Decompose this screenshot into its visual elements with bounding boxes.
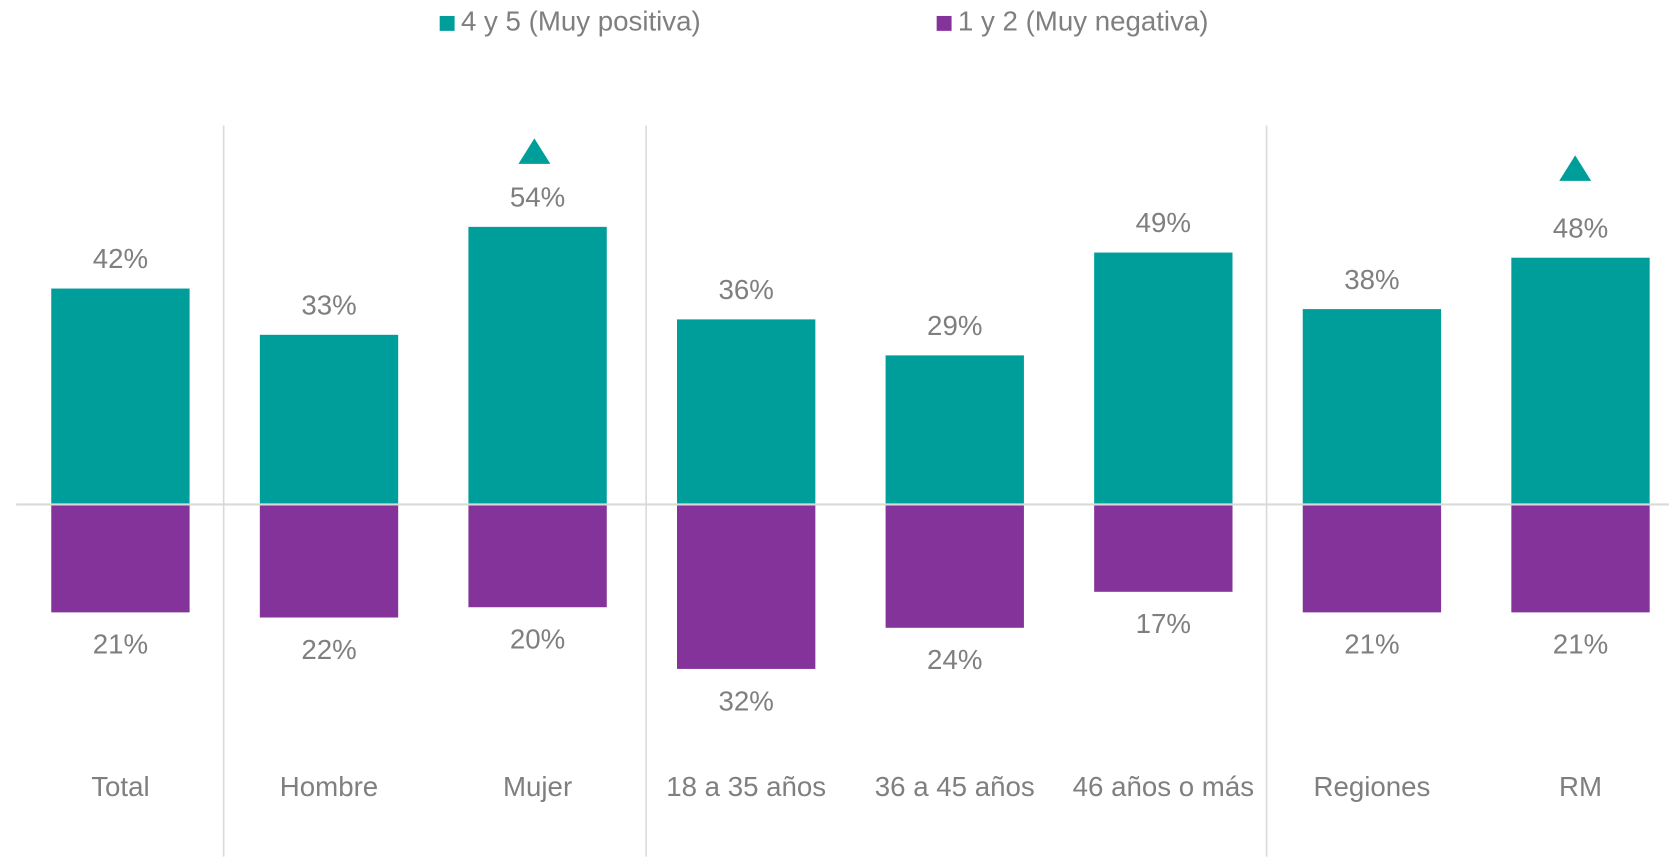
bar bbox=[51, 504, 190, 613]
legend-swatch bbox=[936, 15, 952, 31]
significance-marker bbox=[518, 138, 551, 164]
bar bbox=[1302, 504, 1442, 613]
bar bbox=[259, 504, 399, 618]
bar bbox=[885, 355, 1024, 505]
data-label: 38% bbox=[1344, 264, 1399, 295]
data-label: 54% bbox=[510, 182, 565, 213]
bar bbox=[51, 288, 190, 505]
data-label: 48% bbox=[1553, 212, 1608, 243]
x-tick-label: 36 a 45 años bbox=[875, 771, 1035, 802]
significance-marker bbox=[1559, 155, 1592, 181]
legend-swatch bbox=[439, 15, 455, 31]
bar bbox=[468, 504, 607, 608]
bar bbox=[1302, 309, 1442, 505]
bar bbox=[676, 319, 816, 505]
data-label: 22% bbox=[301, 634, 356, 665]
data-label: 33% bbox=[301, 289, 356, 320]
data-label: 21% bbox=[1344, 629, 1399, 660]
x-tick-label: Regiones bbox=[1313, 771, 1430, 802]
x-tick-label: Mujer bbox=[503, 771, 572, 802]
data-label: 21% bbox=[93, 629, 148, 660]
data-label: 24% bbox=[927, 644, 982, 675]
legend-label: 1 y 2 (Muy negativa) bbox=[958, 6, 1209, 37]
x-tick-label: 18 a 35 años bbox=[666, 771, 826, 802]
bar bbox=[1094, 252, 1233, 505]
data-label: 32% bbox=[718, 685, 773, 716]
data-label: 49% bbox=[1136, 207, 1191, 238]
data-label: 20% bbox=[510, 624, 565, 655]
bar bbox=[468, 226, 607, 505]
bar bbox=[676, 504, 816, 669]
data-label: 17% bbox=[1136, 608, 1191, 639]
data-label: 29% bbox=[927, 310, 982, 341]
x-tick-label: 46 años o más bbox=[1073, 771, 1254, 802]
legend-label: 4 y 5 (Muy positiva) bbox=[461, 6, 701, 37]
bar bbox=[1511, 257, 1650, 505]
data-label: 42% bbox=[93, 243, 148, 274]
bar bbox=[259, 334, 399, 505]
data-label: 21% bbox=[1553, 629, 1608, 660]
bar bbox=[1511, 504, 1650, 613]
x-tick-label: RM bbox=[1559, 771, 1602, 802]
x-tick-label: Total bbox=[91, 771, 149, 802]
data-label: 36% bbox=[718, 274, 773, 305]
bar bbox=[885, 504, 1024, 628]
x-tick-label: Hombre bbox=[280, 771, 378, 802]
bar bbox=[1094, 504, 1233, 592]
